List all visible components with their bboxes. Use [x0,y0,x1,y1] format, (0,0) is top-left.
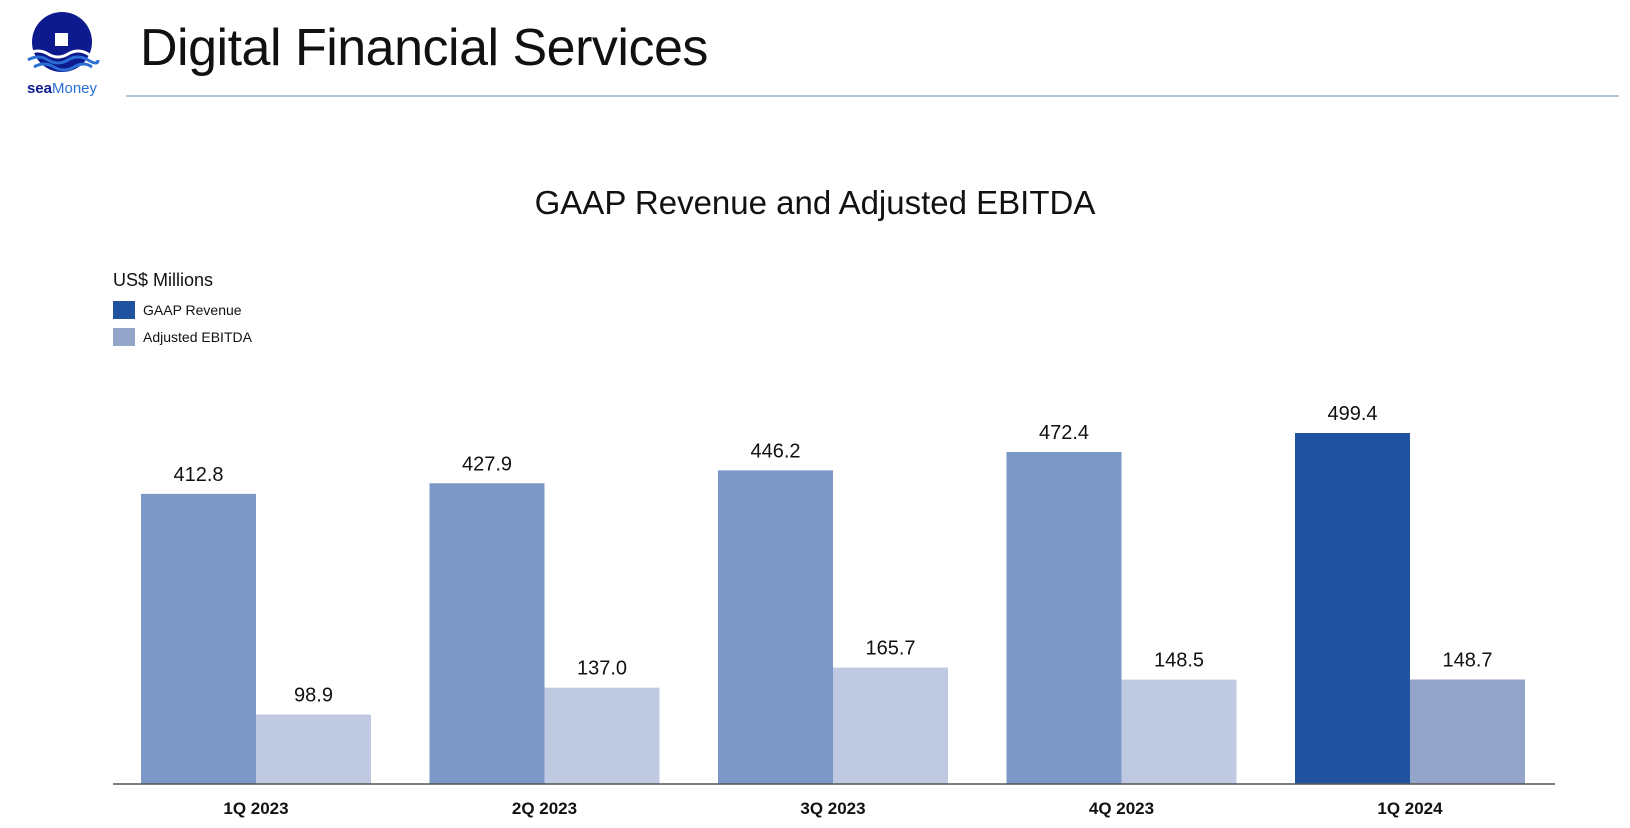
data-label-adjusted-ebitda-2: 137.0 [577,658,627,680]
logo-word-sea: sea [26,80,52,97]
legend-label-adjusted-ebitda: Adjusted EBITDA [143,329,252,345]
bar-gaap-revenue-5 [1295,433,1410,784]
data-label-gaap-revenue-5: 499.4 [1327,403,1377,425]
legend-item-gaap-revenue: GAAP Revenue [113,300,252,320]
bar-adjusted-ebitda-2 [544,687,660,784]
logo-wordmark: seaMoney [16,80,108,97]
x-tick-label-3: 3Q 2023 [800,799,865,818]
chart-title: GAAP Revenue and Adjusted EBITDA [534,184,1096,221]
bar-adjusted-ebitda-3 [833,667,948,784]
logo-wave-middle [27,55,100,65]
legend-swatch-adjusted-ebitda [113,328,135,346]
legend-swatch-gaap-revenue [113,301,135,319]
legend-item-adjusted-ebitda: Adjusted EBITDA [113,327,252,347]
page-title: Digital Financial Services [140,19,708,77]
data-label-gaap-revenue-1: 412.8 [173,464,223,486]
logo-wave-top [27,49,100,59]
data-label-gaap-revenue-2: 427.9 [462,453,512,475]
seamoney-logo [27,12,100,72]
logo-word-money: Money [52,80,98,97]
bar-gaap-revenue-2 [429,483,545,784]
bar-adjusted-ebitda-5 [1410,679,1525,784]
x-tick-label-1: 1Q 2023 [223,799,288,818]
x-tick-label-4: 4Q 2023 [1089,799,1154,818]
data-label-adjusted-ebitda-1: 98.9 [294,684,333,706]
logo-wave-bottom [33,62,93,72]
data-label-adjusted-ebitda-5: 148.7 [1442,649,1492,671]
bar-adjusted-ebitda-1 [256,714,371,784]
bar-gaap-revenue-4 [1006,451,1122,784]
data-label-gaap-revenue-4: 472.4 [1039,422,1089,444]
unit-label: US$ Millions [113,270,214,290]
data-label-adjusted-ebitda-4: 148.5 [1154,650,1204,672]
data-label-adjusted-ebitda-3: 165.7 [865,638,915,660]
bar-gaap-revenue-1 [141,493,256,784]
logo-square [55,33,68,46]
bar-adjusted-ebitda-4 [1121,679,1237,784]
header-divider [126,95,1619,97]
legend-label-gaap-revenue: GAAP Revenue [143,302,242,318]
data-label-gaap-revenue-3: 446.2 [750,440,800,462]
x-tick-label-5: 1Q 2024 [1377,799,1443,818]
x-tick-label-2: 2Q 2023 [512,799,577,818]
bar-gaap-revenue-3 [718,470,833,784]
chart-legend: GAAP Revenue Adjusted EBITDA [113,300,252,354]
